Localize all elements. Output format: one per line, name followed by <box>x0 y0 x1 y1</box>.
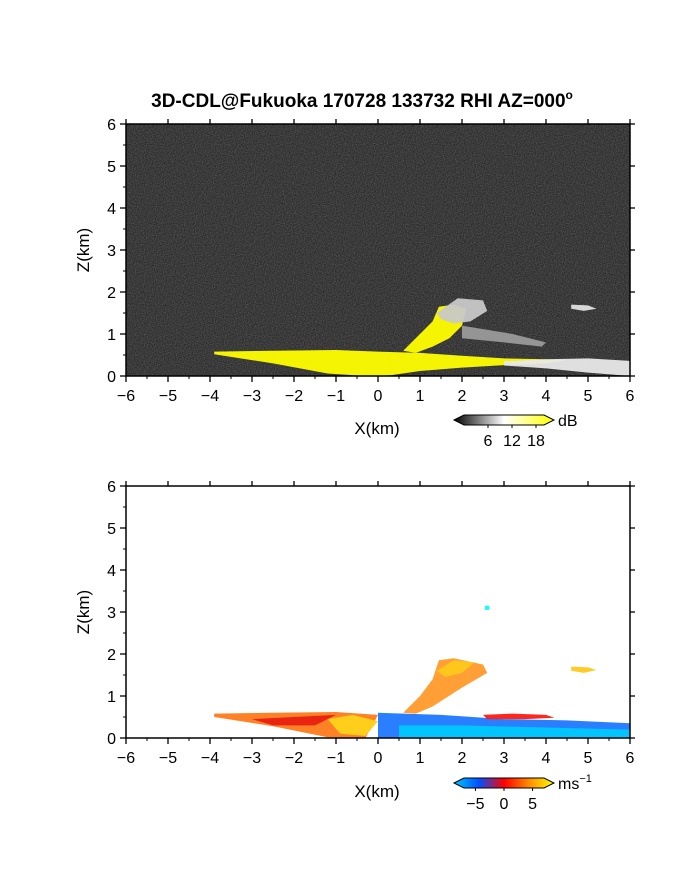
velocity-ytick-label: 4 <box>107 563 116 580</box>
intensity-xtick-label: −6 <box>117 388 135 405</box>
intensity-xtick-label: 1 <box>416 388 425 405</box>
velocity-colorbar-tick-label: −5 <box>466 796 484 813</box>
velocity-x-axis: −6 −5 −4 −3 −2 −1 0 1 2 3 4 5 6 <box>117 481 635 767</box>
intensity-echo-regions <box>214 298 630 376</box>
intensity-noise-texture <box>126 124 630 376</box>
velocity-ytick-label: 0 <box>107 731 116 748</box>
velocity-ytick-label: 2 <box>107 647 116 664</box>
velocity-region-8 <box>571 666 597 673</box>
velocity-xtick-label: 5 <box>584 750 593 767</box>
intensity-region-5 <box>462 325 546 347</box>
velocity-region-7 <box>483 713 555 720</box>
velocity-colorbar-tick-label: 5 <box>528 796 537 813</box>
velocity-region-6 <box>436 660 475 678</box>
velocity-xtick-label: −1 <box>327 750 345 767</box>
velocity-xtick-label: −5 <box>159 750 177 767</box>
intensity-ytick-label: 4 <box>107 201 116 218</box>
intensity-y-axis-label: Z(km) <box>74 228 93 272</box>
velocity-ytick-label: 5 <box>107 521 116 538</box>
intensity-xtick-label: 3 <box>500 388 509 405</box>
intensity-region-3 <box>504 358 630 376</box>
intensity-xtick-label: −4 <box>201 388 219 405</box>
velocity-y-axis-label: Z(km) <box>74 590 93 634</box>
intensity-xtick-label: 4 <box>542 388 551 405</box>
intensity-ytick-label: 2 <box>107 285 116 302</box>
intensity-ytick-label: 0 <box>107 369 116 386</box>
velocity-region-2 <box>327 714 378 736</box>
intensity-xtick-label: −2 <box>285 388 303 405</box>
velocity-xtick-label: −3 <box>243 750 261 767</box>
velocity-region-4 <box>399 725 630 738</box>
velocity-xtick-label: 6 <box>626 750 635 767</box>
intensity-xtick-label: 5 <box>584 388 593 405</box>
velocity-ytick-label: 6 <box>107 479 116 496</box>
velocity-xtick-label: 1 <box>416 750 425 767</box>
intensity-colorbar-bar <box>452 414 556 426</box>
velocity-region-1 <box>252 714 336 726</box>
velocity-xtick-label: 3 <box>500 750 509 767</box>
velocity-y-axis: 0 1 2 3 4 5 6 <box>107 479 635 748</box>
velocity-region-5 <box>403 658 488 714</box>
intensity-xtick-label: −1 <box>327 388 345 405</box>
title-degree-mark: o <box>566 88 573 102</box>
intensity-xtick-label: −5 <box>159 388 177 405</box>
velocity-colorbar-unit: ms−1 <box>558 773 592 793</box>
velocity-colorbar: −5 0 5 ms−1 <box>452 773 592 813</box>
intensity-x-axis-label: X(km) <box>354 419 399 438</box>
intensity-colorbar-tick-label: 6 <box>484 433 493 450</box>
intensity-colorbar: 6 12 18 dB <box>452 413 578 450</box>
velocity-xtick-label: 2 <box>458 750 467 767</box>
velocity-x-axis-label: X(km) <box>354 782 399 801</box>
intensity-x-axis: −6 −5 −4 −3 −2 −1 0 1 2 3 4 5 6 <box>117 119 635 405</box>
intensity-ytick-label: 5 <box>107 159 116 176</box>
velocity-xtick-label: 0 <box>374 750 383 767</box>
intensity-ytick-label: 3 <box>107 243 116 260</box>
intensity-xtick-label: 6 <box>626 388 635 405</box>
intensity-colorbar-unit: dB <box>558 413 578 430</box>
intensity-y-axis: 0 1 2 3 4 5 6 <box>107 117 635 386</box>
velocity-xtick-label: −4 <box>201 750 219 767</box>
intensity-ytick-label: 1 <box>107 327 116 344</box>
velocity-xtick-label: 4 <box>542 750 551 767</box>
intensity-colorbar-tick-label: 12 <box>503 433 521 450</box>
velocity-plot-background <box>126 486 630 738</box>
velocity-ytick-label: 1 <box>107 689 116 706</box>
chart-title: 3D-CDL@Fukuoka 170728 133732 RHI AZ=000o <box>151 88 573 112</box>
velocity-region-9 <box>485 605 490 610</box>
velocity-xtick-label: −6 <box>117 750 135 767</box>
intensity-xtick-label: 2 <box>458 388 467 405</box>
velocity-colorbar-bar <box>452 777 556 789</box>
intensity-xtick-label: −3 <box>243 388 261 405</box>
intensity-colorbar-tick-label: 18 <box>527 433 545 450</box>
velocity-xtick-label: −2 <box>285 750 303 767</box>
intensity-ytick-label: 6 <box>107 117 116 134</box>
velocity-echo-regions <box>214 605 630 738</box>
intensity-xtick-label: 0 <box>374 388 383 405</box>
velocity-ytick-label: 3 <box>107 605 116 622</box>
intensity-region-4 <box>571 304 597 311</box>
intensity-region-0 <box>214 350 567 376</box>
velocity-colorbar-tick-label: 0 <box>500 796 509 813</box>
intensity-region-2 <box>436 298 488 324</box>
